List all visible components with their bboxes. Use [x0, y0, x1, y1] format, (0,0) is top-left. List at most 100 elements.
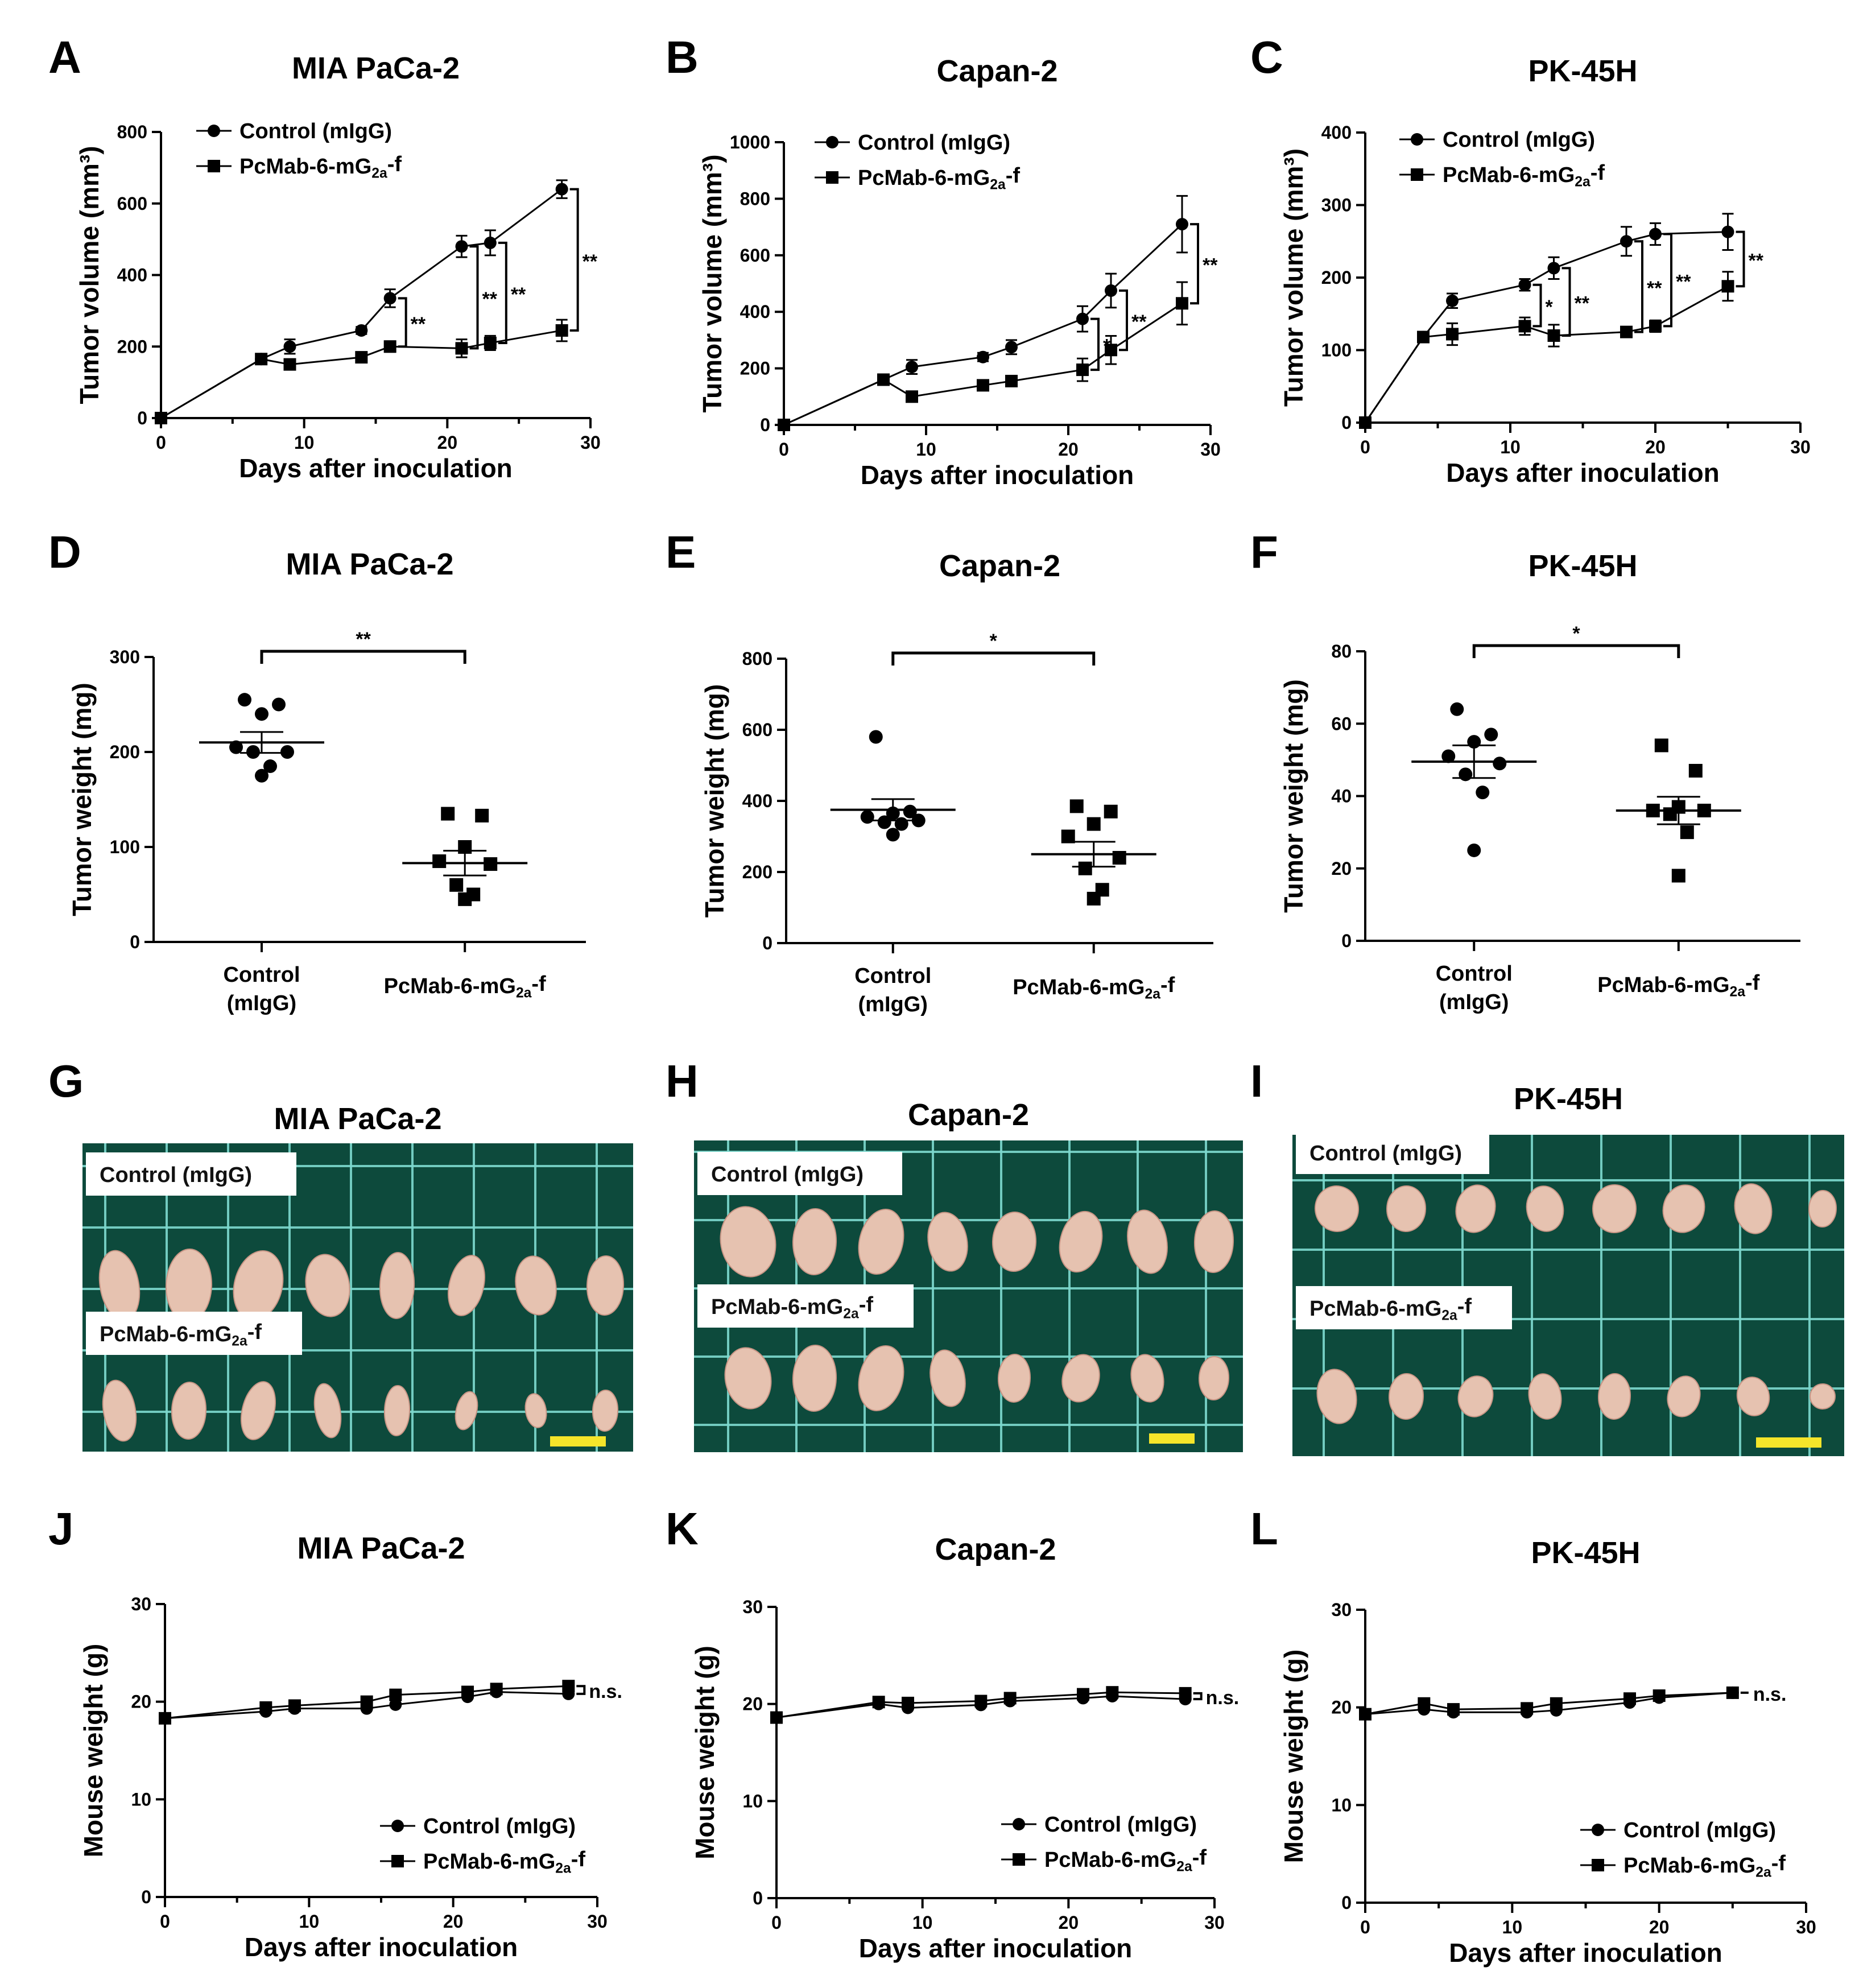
significance-label: ** — [511, 284, 526, 305]
x-tick-label: 10 — [916, 439, 936, 460]
chart-title: PK-45H — [1531, 1536, 1640, 1570]
y-tick-label: 10 — [1331, 1795, 1352, 1815]
photo-label-top: Control (mIgG) — [1309, 1142, 1462, 1165]
significance-bracket — [1193, 1692, 1203, 1701]
scale-bar — [1756, 1437, 1821, 1448]
significance-label: * — [1546, 296, 1554, 318]
tumor — [1810, 1383, 1836, 1410]
data-point — [155, 412, 167, 424]
legend-marker — [1013, 1853, 1025, 1866]
significance-label: ** — [1575, 293, 1590, 315]
data-point — [360, 1695, 373, 1708]
legend-marker — [1592, 1859, 1604, 1871]
data-point — [555, 324, 568, 337]
x-tick-label: 10 — [299, 1911, 320, 1932]
data-point — [1417, 330, 1430, 344]
tumor — [792, 1208, 837, 1275]
tumor — [1193, 1210, 1234, 1273]
x-tick-label: 0 — [160, 1911, 170, 1932]
tumor — [1061, 1354, 1100, 1403]
scale-bar — [550, 1436, 606, 1446]
data-point — [283, 358, 296, 371]
chart-j: J MIA PaCa-2 0 10 20 30 0 10 20 30 Days after inoc… — [48, 1503, 622, 1962]
x-axis-label: Days after inoculation — [859, 1933, 1133, 1963]
data-point — [977, 350, 989, 363]
y-tick-label: 40 — [1331, 786, 1352, 807]
data-point — [562, 1680, 575, 1693]
y-tick-label: 300 — [1321, 195, 1352, 216]
data-point — [906, 390, 918, 403]
significance-bracket — [1119, 289, 1128, 352]
tumor — [383, 1385, 411, 1436]
data-point — [355, 324, 368, 337]
y-tick-label: 0 — [753, 1888, 763, 1908]
chart-title: Capan-2 — [936, 54, 1057, 88]
y-tick-label: 0 — [760, 415, 770, 435]
y-axis-label: Mouse weight (g) — [79, 1644, 108, 1858]
data-point — [383, 340, 396, 353]
data-point — [383, 292, 396, 305]
series-line — [783, 303, 1183, 426]
tumor — [1662, 1184, 1705, 1233]
category-label: Control — [854, 964, 931, 988]
legend-entry: PcMab-6-mG2a-f — [239, 152, 402, 181]
significance-label: ** — [1676, 271, 1691, 292]
y-axis-label: Mouse weight (g) — [1279, 1650, 1308, 1863]
panel-letter-g: G — [48, 1056, 84, 1106]
y-tick-label: 400 — [117, 265, 147, 286]
legend-entry: PcMab-6-mG2a-f — [1623, 1851, 1786, 1880]
y-axis-label: Tumor weight (mg) — [700, 684, 729, 918]
legend-entry: PcMab-6-mG2a-f — [423, 1848, 585, 1876]
data-point — [1721, 225, 1734, 238]
data-point — [1076, 312, 1089, 325]
data-point — [1654, 738, 1668, 753]
data-point — [1649, 320, 1662, 333]
photo-label-bottom: PcMab-6-mG2a-f — [1309, 1295, 1472, 1323]
significance-label: ** — [482, 288, 498, 310]
significance-bracket — [1532, 283, 1542, 328]
category-label: (mIgG) — [227, 991, 296, 1015]
data-point — [977, 379, 989, 392]
y-tick-label: 0 — [141, 1887, 151, 1907]
data-point — [272, 697, 286, 712]
panel-letter-h: H — [666, 1056, 699, 1106]
tumor — [1388, 1373, 1424, 1420]
legend-marker — [826, 136, 838, 148]
significance-label: * — [990, 630, 998, 652]
data-point — [1649, 228, 1662, 241]
label-card — [86, 1312, 302, 1355]
data-point — [1005, 374, 1018, 387]
legend-marker — [1411, 168, 1423, 181]
significance-bracket — [398, 297, 407, 348]
y-tick-label: 60 — [1331, 713, 1352, 734]
x-tick-label: 0 — [1360, 437, 1370, 457]
data-point — [1450, 702, 1464, 716]
x-tick-label: 20 — [1645, 437, 1666, 457]
data-point — [1547, 262, 1560, 275]
category-label: PcMab-6-mG2a-f — [1013, 973, 1175, 1002]
data-point — [974, 1694, 988, 1708]
chart-title: MIA PaCa-2 — [292, 51, 460, 85]
data-point — [1493, 757, 1507, 771]
y-tick-label: 600 — [740, 245, 770, 266]
significance-bracket — [260, 650, 466, 664]
y-tick-label: 200 — [117, 336, 147, 357]
significance-label: ** — [1647, 278, 1662, 299]
chart-c: C PK-45H 0 100 200 300 400 0 10 20 30 Days after in… — [1250, 32, 1811, 487]
category-label: Control — [223, 963, 300, 987]
data-point — [389, 1688, 402, 1701]
data-point — [1547, 329, 1560, 342]
data-point — [1076, 363, 1089, 377]
tumor — [1127, 1209, 1168, 1274]
legend-entry: Control (mIgG) — [239, 119, 392, 143]
significance-bracket — [1472, 644, 1680, 658]
photo-title: MIA PaCa-2 — [274, 1102, 441, 1136]
y-tick-label: 0 — [762, 933, 772, 953]
data-point — [1484, 728, 1498, 742]
series-line — [1364, 231, 1728, 423]
data-point — [432, 854, 447, 869]
data-point — [1441, 749, 1456, 763]
x-tick-label: 30 — [587, 1911, 608, 1932]
panel-letter-l: L — [1250, 1503, 1278, 1554]
legend-entry: Control (mIgG) — [1443, 128, 1595, 152]
